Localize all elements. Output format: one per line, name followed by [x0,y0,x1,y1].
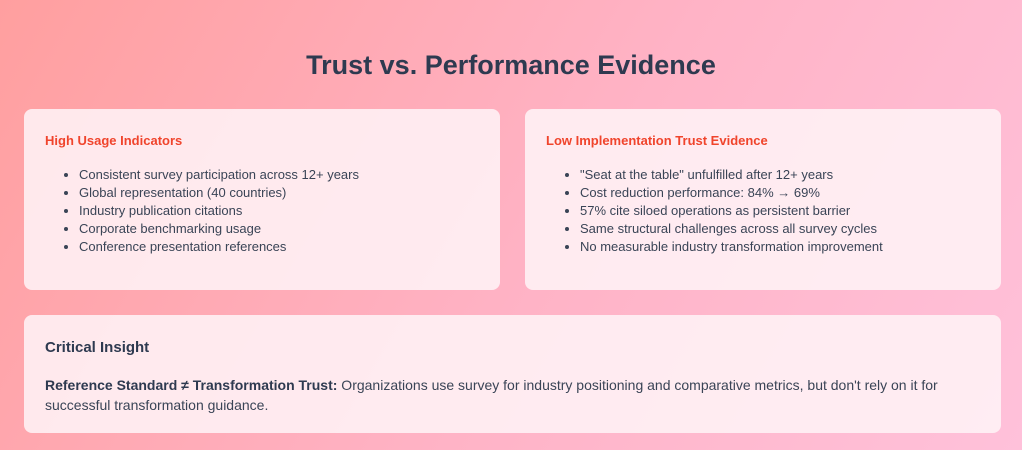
low-trust-card: Low Implementation Trust Evidence "Seat … [525,109,1001,290]
insight-lead: Reference Standard ≠ Transformation Trus… [45,377,338,393]
low-trust-heading: Low Implementation Trust Evidence [546,133,768,148]
insight-title: Critical Insight [45,339,150,356]
high-usage-list: Consistent survey participation across 1… [45,166,479,256]
insight-body: Organizations use survey for industry po… [45,377,938,413]
page-title: Trust vs. Performance Evidence [306,50,716,80]
list-item: "Seat at the table" unfulfilled after 12… [580,166,980,184]
list-item: Cost reduction performance: 84% → 69% [580,184,980,202]
list-item: Conference presentation references [79,238,479,256]
list-item: Same structural challenges across all su… [580,220,980,238]
list-item: Consistent survey participation across 1… [79,166,479,184]
high-usage-heading: High Usage Indicators [45,133,183,148]
list-item: Global representation (40 countries) [79,184,479,202]
high-usage-card: High Usage Indicators Consistent survey … [24,109,500,290]
list-item: 57% cite siloed operations as persistent… [580,202,980,220]
list-item: Corporate benchmarking usage [79,220,479,238]
list-item: Industry publication citations [79,202,479,220]
list-item: No measurable industry transformation im… [580,238,980,256]
low-trust-list: "Seat at the table" unfulfilled after 12… [546,166,980,256]
insight-text: Reference Standard ≠ Transformation Trus… [45,375,980,415]
critical-insight-card: Critical Insight Reference Standard ≠ Tr… [24,315,1001,433]
